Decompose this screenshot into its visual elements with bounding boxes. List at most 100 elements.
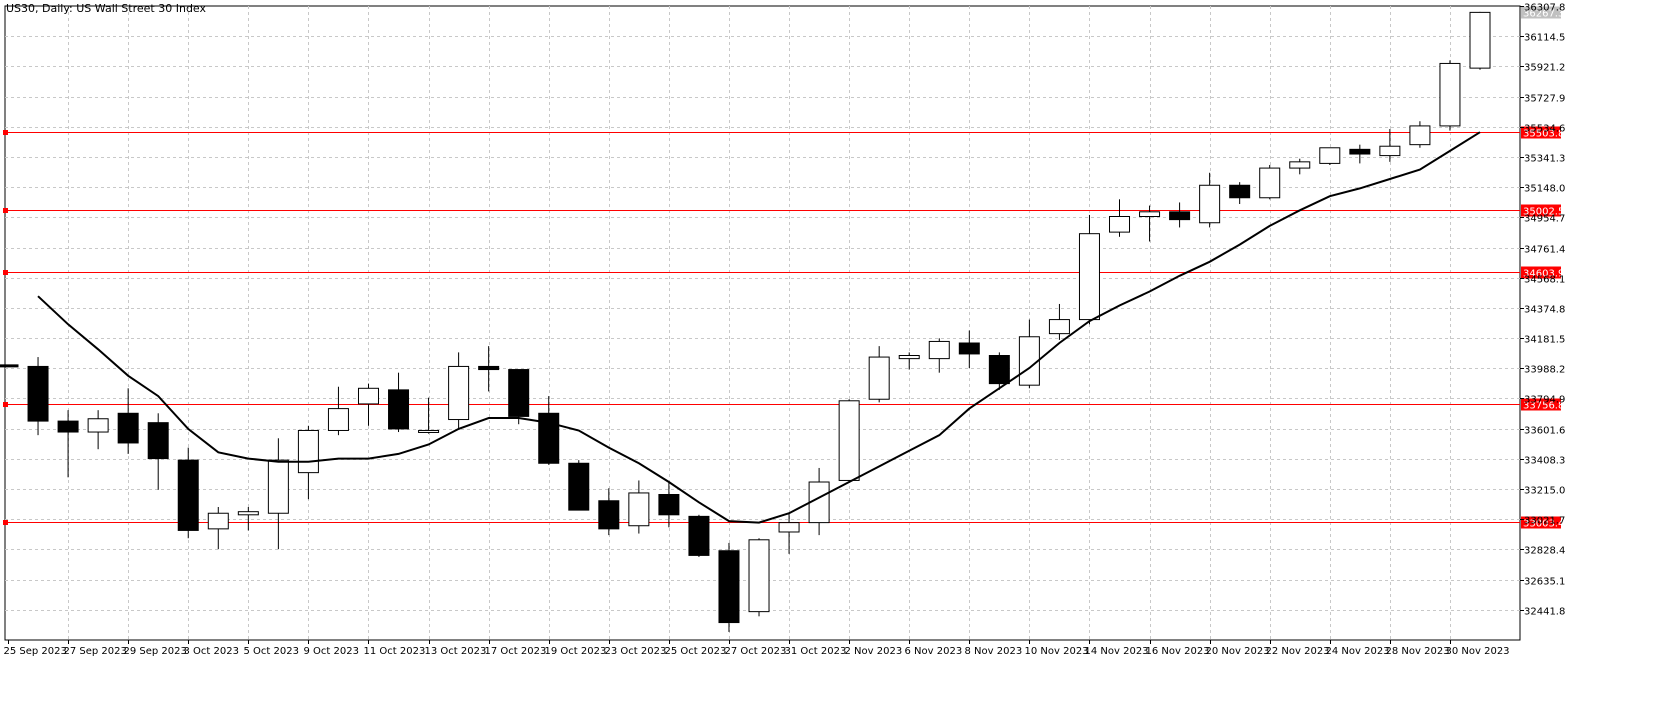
x-tick-label: 25 Sep 2023 bbox=[4, 646, 67, 657]
candle-body bbox=[297, 429, 319, 474]
level-tag-label: 33003.4 bbox=[1523, 519, 1564, 530]
candle[interactable] bbox=[418, 397, 440, 434]
candle-body bbox=[117, 412, 139, 444]
x-tick-label: 17 Oct 2023 bbox=[485, 646, 547, 657]
x-tick-label: 10 Nov 2023 bbox=[1025, 646, 1089, 657]
candle[interactable] bbox=[658, 482, 680, 528]
candle[interactable] bbox=[237, 506, 259, 531]
candle-body bbox=[1048, 319, 1070, 335]
x-tick-label: 27 Sep 2023 bbox=[64, 646, 127, 657]
x-tick-label: 30 Nov 2023 bbox=[1446, 646, 1510, 657]
y-tick-label: 34568.1 bbox=[1524, 275, 1565, 286]
x-tick-label: 3 Oct 2023 bbox=[184, 646, 239, 657]
candle[interactable] bbox=[868, 346, 890, 403]
candle[interactable] bbox=[538, 396, 560, 465]
y-tick-label: 34761.4 bbox=[1524, 245, 1565, 256]
candle[interactable] bbox=[448, 352, 470, 429]
candle[interactable] bbox=[688, 514, 710, 557]
candle[interactable] bbox=[1409, 121, 1431, 148]
candle[interactable] bbox=[1469, 11, 1491, 70]
candle[interactable] bbox=[1169, 202, 1191, 228]
candle[interactable] bbox=[568, 460, 590, 511]
candle[interactable] bbox=[27, 357, 49, 436]
candle-body bbox=[87, 418, 109, 433]
candle-body bbox=[1349, 148, 1371, 155]
x-tick-label: 20 Nov 2023 bbox=[1206, 646, 1270, 657]
moving-average-line bbox=[37, 131, 1481, 524]
candle[interactable] bbox=[1439, 60, 1461, 131]
candle[interactable] bbox=[748, 538, 770, 617]
candle[interactable] bbox=[327, 386, 349, 436]
candle[interactable] bbox=[1139, 205, 1161, 242]
level-anchor[interactable] bbox=[3, 208, 8, 213]
x-tick-label: 27 Oct 2023 bbox=[725, 646, 787, 657]
level-anchor[interactable] bbox=[3, 402, 8, 407]
candle[interactable] bbox=[598, 488, 620, 536]
candle-body bbox=[958, 342, 980, 355]
candle-body bbox=[628, 492, 650, 527]
x-tick-label: 19 Oct 2023 bbox=[545, 646, 607, 657]
candle[interactable] bbox=[147, 413, 169, 490]
candle[interactable] bbox=[177, 447, 199, 539]
y-tick-label: 34954.7 bbox=[1524, 214, 1565, 225]
candle[interactable] bbox=[57, 410, 79, 478]
candle-body bbox=[207, 512, 229, 530]
level-anchor[interactable] bbox=[3, 270, 8, 275]
y-tick-label: 32828.4 bbox=[1524, 546, 1565, 557]
candle[interactable] bbox=[1229, 182, 1251, 205]
candle[interactable] bbox=[207, 506, 229, 550]
x-tick-label: 8 Nov 2023 bbox=[965, 646, 1023, 657]
candle[interactable] bbox=[508, 369, 530, 425]
candle[interactable] bbox=[1078, 214, 1100, 325]
candle[interactable] bbox=[388, 372, 410, 433]
candle[interactable] bbox=[1018, 319, 1040, 389]
candle[interactable] bbox=[1109, 199, 1131, 237]
candle[interactable] bbox=[1048, 303, 1070, 340]
level-anchor[interactable] bbox=[3, 130, 8, 135]
candle[interactable] bbox=[1259, 164, 1281, 200]
candle[interactable] bbox=[928, 338, 950, 373]
candle[interactable] bbox=[1349, 144, 1371, 164]
candle[interactable] bbox=[838, 399, 860, 483]
candle-body bbox=[57, 420, 79, 433]
candle[interactable] bbox=[778, 513, 800, 554]
candle[interactable] bbox=[87, 410, 109, 450]
candle-body bbox=[508, 369, 530, 417]
grid bbox=[4, 5, 1521, 641]
candle-body bbox=[688, 515, 710, 556]
candle-body bbox=[1259, 167, 1281, 199]
candle-body bbox=[1289, 161, 1311, 169]
candle[interactable] bbox=[718, 542, 740, 632]
candle-body bbox=[1229, 184, 1251, 199]
candle-body bbox=[838, 400, 860, 481]
level-tag bbox=[1521, 126, 1561, 139]
candle[interactable] bbox=[117, 388, 139, 454]
candle[interactable] bbox=[898, 352, 920, 370]
candle[interactable] bbox=[1199, 172, 1221, 228]
candle[interactable] bbox=[1289, 158, 1311, 175]
candle-body bbox=[1469, 11, 1491, 69]
x-tick-label: 22 Nov 2023 bbox=[1266, 646, 1330, 657]
x-tick-label: 9 Oct 2023 bbox=[304, 646, 359, 657]
candle[interactable] bbox=[1379, 129, 1401, 162]
candle[interactable] bbox=[357, 383, 379, 426]
y-tick-label: 32441.8 bbox=[1524, 607, 1565, 618]
current-price-label: 36267.3 bbox=[1523, 9, 1564, 20]
candle[interactable] bbox=[267, 438, 289, 550]
x-tick-label: 24 Nov 2023 bbox=[1326, 646, 1390, 657]
candle[interactable] bbox=[628, 480, 650, 534]
candle[interactable] bbox=[958, 330, 980, 368]
candle-body bbox=[1409, 125, 1431, 146]
level-anchor[interactable] bbox=[3, 520, 8, 525]
candle[interactable] bbox=[1319, 147, 1341, 165]
x-tick-label: 14 Nov 2023 bbox=[1085, 646, 1149, 657]
candle-body bbox=[1109, 216, 1131, 233]
candle[interactable] bbox=[988, 352, 1010, 390]
candle[interactable] bbox=[478, 346, 500, 392]
current-price-tag bbox=[1521, 6, 1561, 19]
candle-body bbox=[988, 355, 1010, 385]
candle[interactable] bbox=[0, 364, 19, 368]
y-tick-label: 33215.0 bbox=[1524, 486, 1565, 497]
